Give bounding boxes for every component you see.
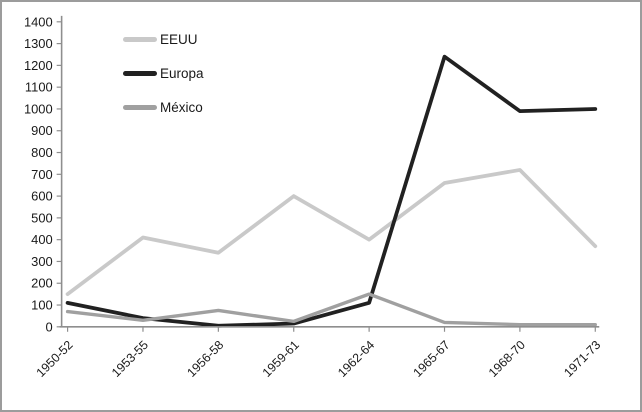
x-tick-label: 1965-67	[410, 338, 452, 380]
legend-label-europa: Europa	[160, 65, 204, 81]
y-tick-label: 1100	[25, 80, 53, 95]
y-tick-label: 400	[31, 232, 53, 247]
y-tick-label: 700	[31, 167, 53, 182]
x-tick-label: 1971-73	[561, 338, 603, 380]
legend-item-mexico: México	[123, 97, 204, 118]
y-tick-label: 0	[45, 319, 52, 334]
x-tick-label: 1968-70	[486, 338, 528, 380]
y-tick-label: 100	[31, 298, 53, 313]
x-tick-label: 1959-61	[260, 338, 302, 380]
y-tick-label: 1000	[24, 101, 53, 116]
x-tick-label: 1962-64	[335, 338, 377, 380]
y-tick-label: 1400	[24, 14, 53, 29]
x-tick-label: 1956-58	[184, 338, 226, 380]
legend-line-swatch-eeuu	[123, 37, 157, 42]
y-tick-label: 800	[31, 145, 53, 160]
y-tick-label: 1200	[24, 58, 53, 73]
chart-legend: EEUU Europa México	[123, 29, 204, 131]
y-tick-label: 500	[31, 210, 53, 225]
y-tick-label: 200	[31, 276, 53, 291]
x-tick-label: 1950-52	[34, 338, 76, 380]
y-tick-label: 600	[31, 189, 53, 204]
y-tick-label: 1300	[24, 36, 53, 51]
legend-item-eeuu: EEUU	[123, 29, 204, 50]
x-tick-label: 1953-55	[109, 338, 151, 380]
legend-line-swatch-mexico	[123, 105, 157, 110]
series-line-eeuu	[65, 168, 598, 297]
legend-item-europa: Europa	[123, 63, 204, 84]
y-tick-label: 900	[31, 123, 53, 138]
legend-label-mexico: México	[160, 99, 203, 115]
series-line-mxico	[65, 292, 597, 327]
legend-label-eeuu: EEUU	[160, 31, 198, 47]
legend-line-swatch-europa	[123, 71, 157, 76]
y-tick-label: 300	[31, 254, 53, 269]
